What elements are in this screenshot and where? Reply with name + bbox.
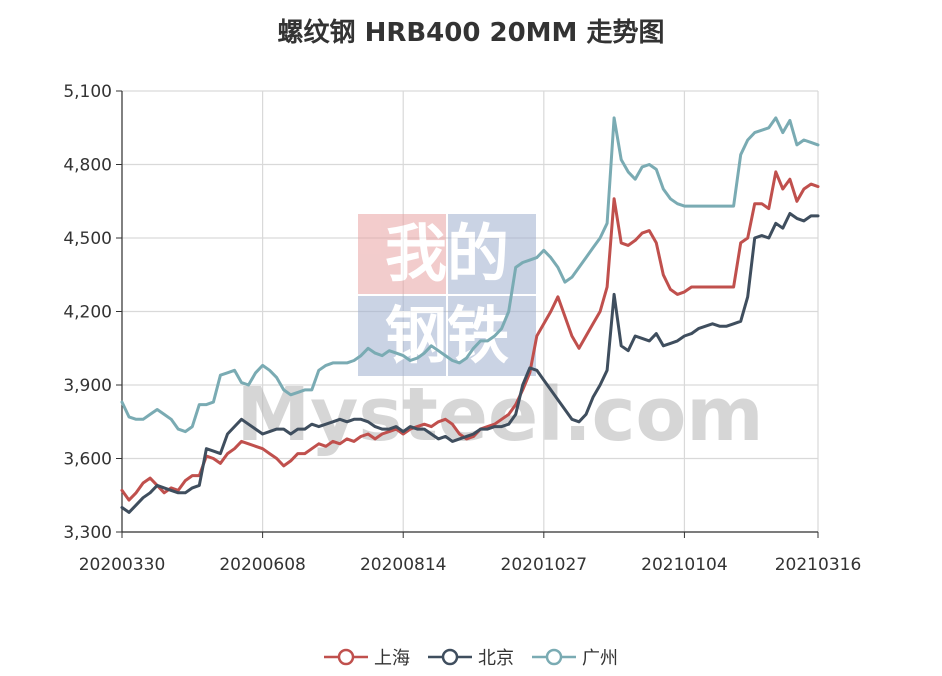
axes: 3,300 3,600 3,900 4,200 4,500 4,800 5,100 20200… xyxy=(63,82,861,575)
legend-marker-circle xyxy=(337,648,355,666)
x-tick-label: 20200814 xyxy=(360,555,447,575)
y-tick-label: 4,800 xyxy=(63,156,112,176)
series-line-上海 xyxy=(120,170,820,502)
legend-label: 广州 xyxy=(582,648,618,669)
y-tick-label: 5,100 xyxy=(63,82,112,102)
series-lines xyxy=(120,116,820,514)
x-tick-label: 20200608 xyxy=(219,555,306,575)
legend: 上海 北京 广州 xyxy=(0,644,942,670)
legend-item[interactable]: 北京 xyxy=(428,644,514,670)
legend-marker-circle xyxy=(545,648,563,666)
y-tick-label: 4,200 xyxy=(63,303,112,323)
x-tick-label: 20200330 xyxy=(79,555,166,575)
series-line-广州 xyxy=(120,116,820,434)
legend-marker-icon xyxy=(428,648,472,666)
legend-marker-icon xyxy=(532,648,576,666)
y-tick-label: 3,900 xyxy=(63,376,112,396)
legend-item[interactable]: 广州 xyxy=(532,644,618,670)
legend-marker-icon xyxy=(324,648,368,666)
series-line-北京 xyxy=(120,212,820,514)
legend-label: 上海 xyxy=(374,648,410,669)
legend-marker-circle xyxy=(441,648,459,666)
y-tick-label: 4,500 xyxy=(63,229,112,249)
watermark-text-top: 我的 xyxy=(385,217,509,290)
x-tick-label: 20201027 xyxy=(501,555,588,575)
watermark-brand: Mysteel.com xyxy=(237,372,764,458)
watermark-text-bottom: 钢铁 xyxy=(385,299,509,372)
legend-label: 北京 xyxy=(478,648,514,669)
y-tick-label: 3,600 xyxy=(63,450,112,470)
chart-title: 螺纹钢 HRB400 20MM 走势图 xyxy=(277,18,665,48)
x-tick-label: 20210104 xyxy=(641,555,728,575)
x-tick-label: 20210316 xyxy=(775,555,862,575)
legend-item[interactable]: 上海 xyxy=(324,644,410,670)
watermark: 我的 钢铁 Mysteel.com xyxy=(237,214,764,458)
y-tick-label: 3,300 xyxy=(63,523,112,543)
